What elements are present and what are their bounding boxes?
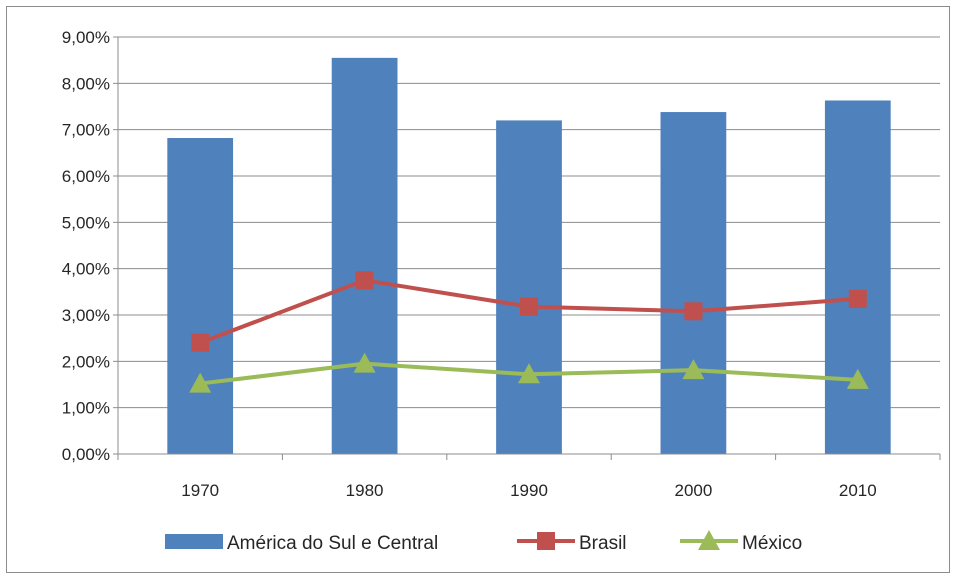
legend: América do Sul e Central Brasil México xyxy=(165,530,802,554)
y-tick-label: 0,00% xyxy=(62,445,110,464)
square-marker xyxy=(191,333,210,352)
y-tick-label: 6,00% xyxy=(62,167,110,186)
x-tick-label: 2010 xyxy=(839,481,877,500)
square-marker xyxy=(848,289,867,308)
triangle-marker xyxy=(682,359,705,380)
legend-label: América do Sul e Central xyxy=(227,533,438,554)
x-tick-label: 1970 xyxy=(181,481,219,500)
triangle-marker xyxy=(846,368,869,389)
legend-triangle-marker xyxy=(698,530,720,550)
bar xyxy=(331,57,398,454)
x-tick-label: 1980 xyxy=(346,481,384,500)
square-marker xyxy=(520,297,538,316)
triangle-marker xyxy=(189,372,212,393)
bar-series xyxy=(167,57,891,455)
legend-label: Brasil xyxy=(579,533,627,554)
y-tick-label: 2,00% xyxy=(62,352,110,371)
square-marker xyxy=(355,271,374,290)
bar xyxy=(824,100,891,454)
y-tick-label: 5,00% xyxy=(62,213,110,232)
x-tick-label: 1990 xyxy=(510,481,548,500)
bar xyxy=(660,112,727,454)
legend-square-marker xyxy=(537,532,555,550)
square-marker xyxy=(684,302,703,321)
line-series xyxy=(189,271,869,393)
triangle-marker xyxy=(353,352,376,373)
x-tick-label: 2000 xyxy=(674,481,712,500)
legend-swatch-bar xyxy=(165,534,223,549)
y-tick-label: 7,00% xyxy=(62,121,110,140)
legend-label: México xyxy=(742,533,802,554)
y-axis-tick-labels: 0,00% 1,00% 2,00% 3,00% 4,00% 5,00% 6,00% 7,00%… xyxy=(62,28,110,464)
axes xyxy=(113,36,941,460)
triangle-marker xyxy=(518,363,540,384)
y-tick-label: 8,00% xyxy=(62,74,110,93)
y-tick-label: 1,00% xyxy=(62,399,110,418)
bar xyxy=(496,120,562,455)
bar xyxy=(167,138,234,455)
y-tick-label: 4,00% xyxy=(62,260,110,279)
x-axis-tick-labels: 1970 1980 1990 2000 2010 xyxy=(181,481,876,500)
y-tick-label: 9,00% xyxy=(62,28,110,47)
chart-frame xyxy=(6,6,950,573)
y-tick-label: 3,00% xyxy=(62,306,110,325)
